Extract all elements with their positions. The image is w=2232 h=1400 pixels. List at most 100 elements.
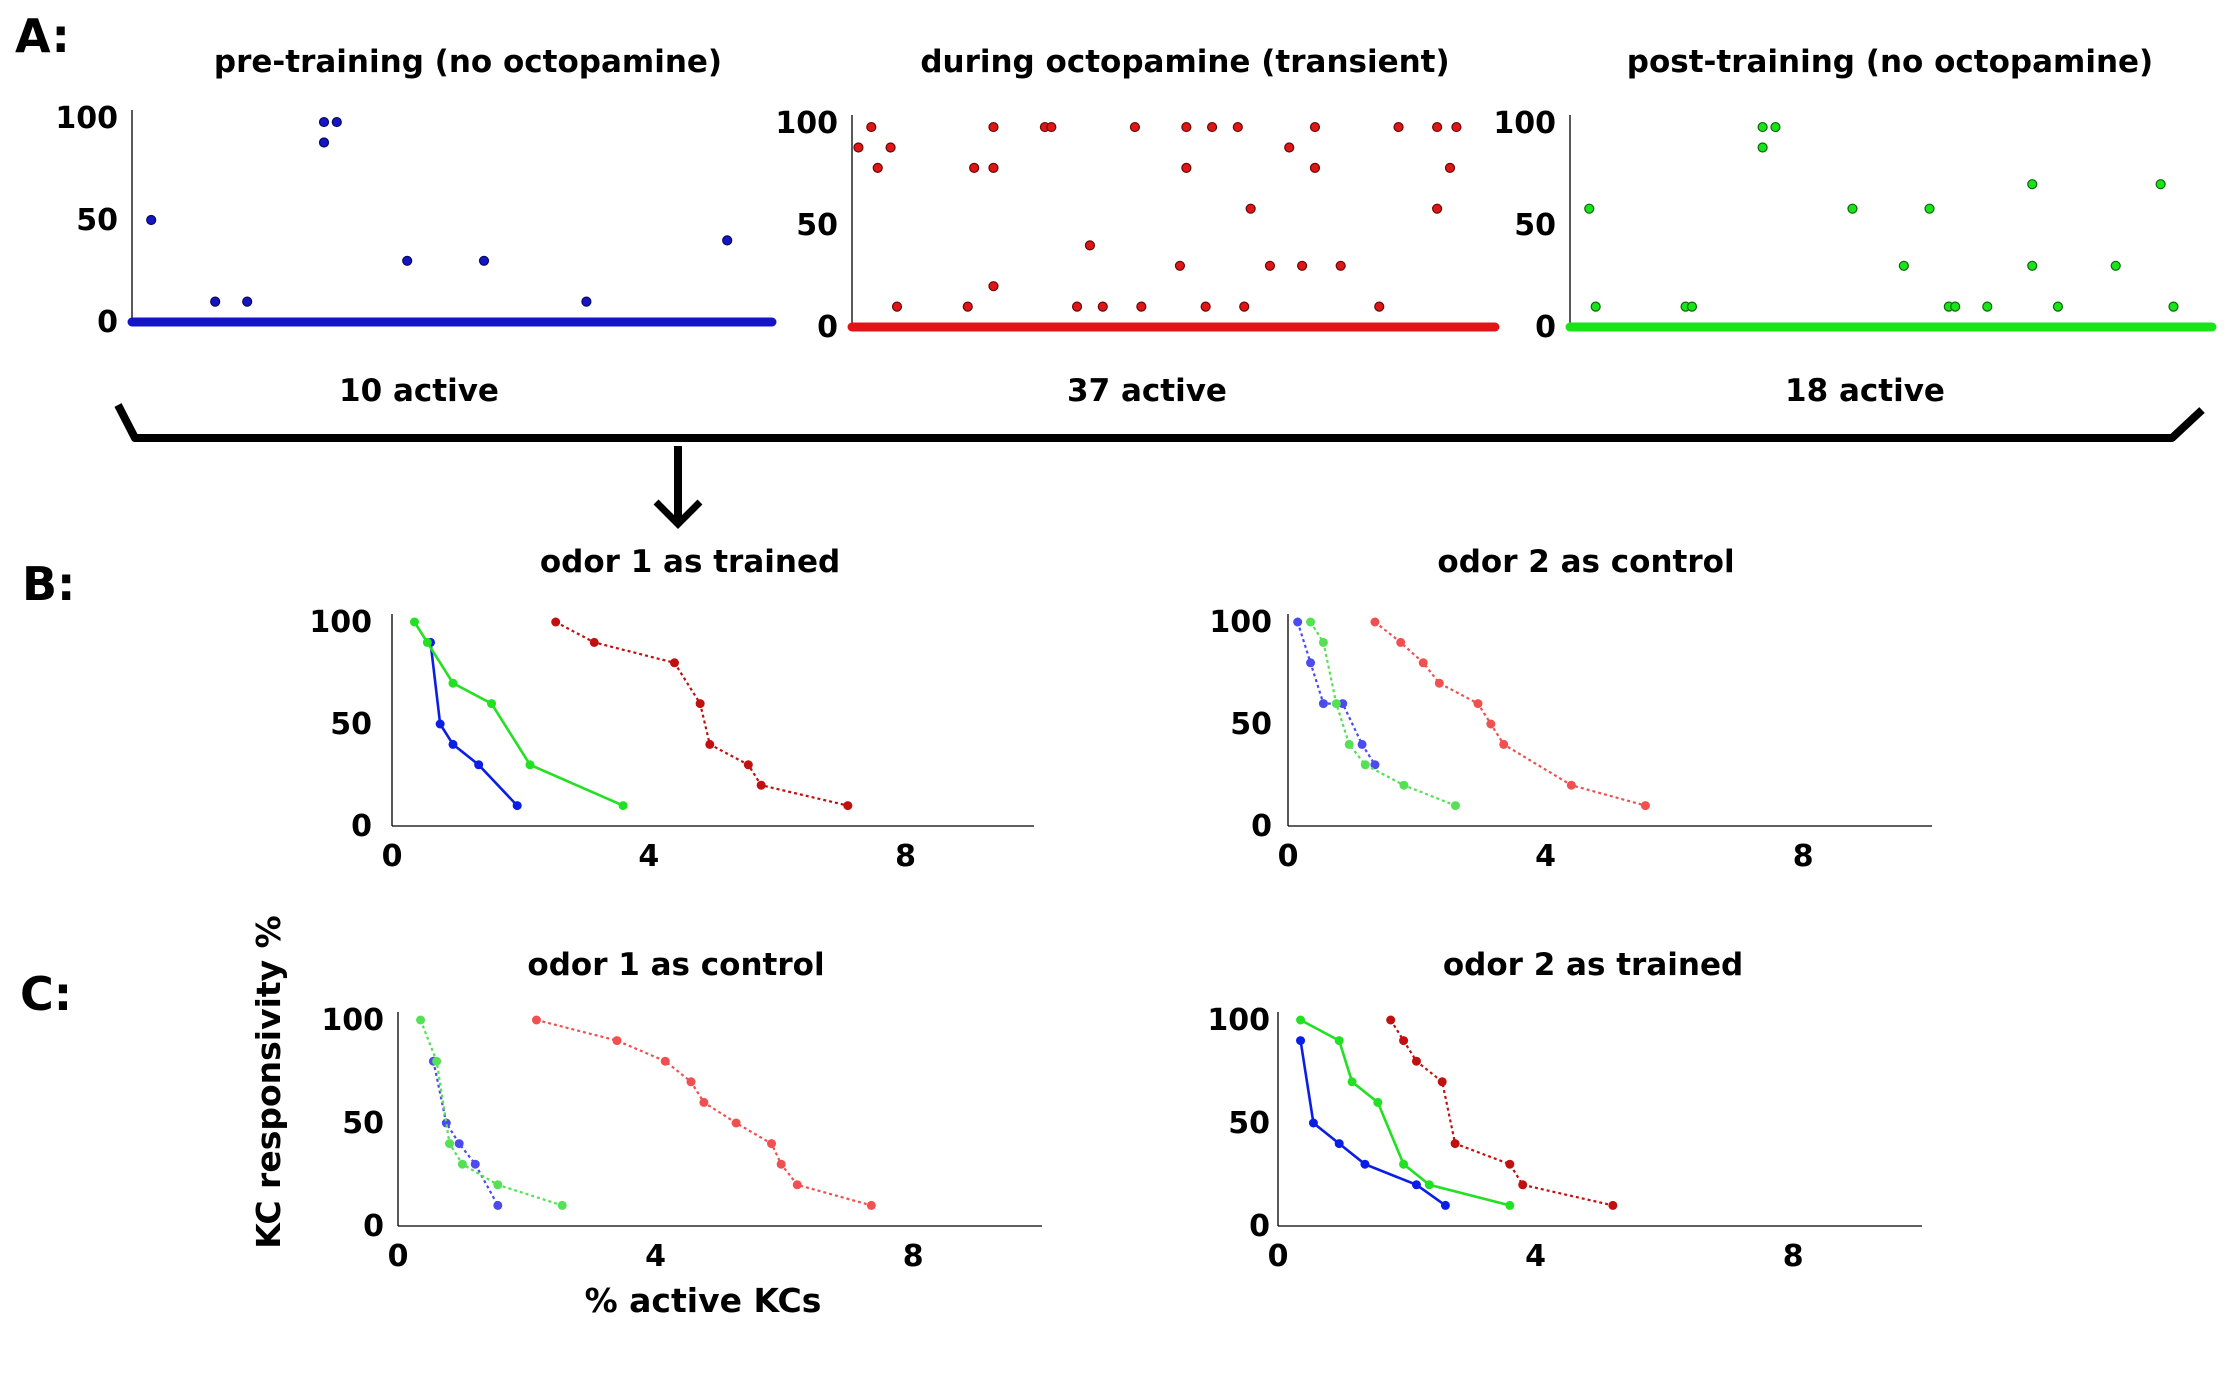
a3-point xyxy=(1924,203,1935,214)
b1-series-1-point xyxy=(474,760,484,770)
c1-series-2-point xyxy=(493,1180,503,1190)
a2-point xyxy=(988,281,999,292)
a2-point xyxy=(1432,121,1443,133)
c1-xtick-label: 8 xyxy=(903,1239,924,1274)
a3-point xyxy=(1757,121,1768,133)
a1-ytick-label: 100 xyxy=(55,101,118,136)
b1-series-2-line xyxy=(413,621,624,807)
a2-point xyxy=(1084,240,1096,251)
b2-series-3-line xyxy=(1374,621,1646,807)
c2-series-2-point xyxy=(1424,1180,1434,1190)
c2-series-1-point xyxy=(1440,1200,1450,1210)
panel-b2-title: odor 2 as control xyxy=(1437,544,1734,580)
b2-series-2-point xyxy=(1318,637,1328,647)
c1-series-3-point xyxy=(660,1056,670,1066)
c1-series-2-point xyxy=(445,1139,455,1149)
c2-series-2-point xyxy=(1347,1077,1357,1087)
a2-point xyxy=(988,121,999,133)
b2-series-2-line xyxy=(1309,621,1456,807)
b2-series-3-point xyxy=(1566,780,1576,790)
a2-point xyxy=(1335,260,1346,271)
a1-ytick-label: 0 xyxy=(97,305,118,340)
b1-series-3-point xyxy=(843,801,853,811)
b2-series-2-point xyxy=(1344,739,1354,749)
a1-point xyxy=(478,255,490,266)
b2-series-1-point xyxy=(1338,699,1348,709)
b1-series-3-point xyxy=(551,617,561,627)
a3-point xyxy=(1686,301,1698,312)
c1-xtick-label: 0 xyxy=(388,1239,409,1274)
panel-a3-title: post-training (no octopamine) xyxy=(1627,44,2153,80)
b1-series-3-point xyxy=(705,739,715,749)
a1-point xyxy=(331,116,342,128)
a2-point xyxy=(1374,301,1385,312)
b1-series-3-line xyxy=(555,621,849,807)
a1-point xyxy=(318,137,330,148)
b2-series-3-point xyxy=(1473,699,1483,709)
c2-ytick-label: 100 xyxy=(1207,1003,1270,1038)
a3-point xyxy=(1590,301,1601,312)
c2-series-1-point xyxy=(1308,1118,1318,1128)
a3-point xyxy=(2027,179,2038,190)
a1-point xyxy=(722,235,733,246)
a2-point xyxy=(891,301,903,312)
a2-point xyxy=(1451,121,1462,133)
a3-point xyxy=(2027,260,2038,271)
b2-series-1-point xyxy=(1370,760,1380,770)
c1-xtick-label: 4 xyxy=(645,1239,666,1274)
c1-series-2-point xyxy=(557,1200,567,1210)
b2-series-3-point xyxy=(1418,658,1428,668)
c2-series-2-point xyxy=(1296,1015,1306,1025)
panel-c2: odor 2 as trained 0 50 100 0 4 8 xyxy=(1207,947,1922,1274)
b2-series-2-point xyxy=(1360,760,1370,770)
c1-series-1-point xyxy=(470,1159,480,1169)
a3-point xyxy=(1584,203,1595,214)
b2-series-1-point xyxy=(1357,739,1367,749)
c1-series-1-point xyxy=(441,1118,451,1128)
panel-c2-title: odor 2 as trained xyxy=(1443,947,1743,983)
c2-series-1-point xyxy=(1360,1159,1370,1169)
a2-point xyxy=(1264,260,1276,271)
a3-point xyxy=(1770,121,1781,133)
b2-series-3-point xyxy=(1640,801,1650,811)
b1-series-3-point xyxy=(669,658,679,668)
b1-series-3-point xyxy=(695,699,705,709)
a3-point xyxy=(1898,260,1909,271)
panel-b2: odor 2 as control 0 50 100 0 4 8 xyxy=(1209,544,1932,874)
b1-series-1-point xyxy=(448,739,458,749)
a3-point xyxy=(1847,203,1858,214)
b1-xtick-label: 4 xyxy=(638,839,659,874)
a3-point xyxy=(1757,142,1768,153)
a3-point xyxy=(1950,301,1961,312)
b2-series-2-point xyxy=(1399,780,1409,790)
c2-series-2-point xyxy=(1399,1159,1409,1169)
down-arrow-icon xyxy=(653,446,703,529)
c1-series-2-point xyxy=(416,1015,426,1025)
c2-series-1-point xyxy=(1411,1180,1421,1190)
a2-point xyxy=(1432,203,1443,214)
b1-series-3-point xyxy=(589,637,599,647)
a2-point xyxy=(1232,121,1243,133)
a2-point xyxy=(1309,121,1321,133)
c2-series-3-point xyxy=(1608,1200,1618,1210)
a2-point xyxy=(866,121,877,133)
panel-b1-title: odor 1 as trained xyxy=(540,544,840,580)
b2-ytick-label: 0 xyxy=(1251,809,1272,844)
a2-point xyxy=(1200,301,1211,312)
c2-series-2-point xyxy=(1505,1200,1515,1210)
a3-point xyxy=(2110,260,2121,271)
c1-series-3-point xyxy=(731,1118,741,1128)
c1-series-3-point xyxy=(612,1036,622,1046)
a2-point xyxy=(1444,162,1456,173)
c1-series-3-point xyxy=(699,1097,709,1107)
c1-series-3-point xyxy=(767,1139,777,1149)
panel-a3-active-count: 18 active xyxy=(1785,373,1945,409)
b2-series-1-point xyxy=(1318,699,1328,709)
panel-a2-active-count: 37 active xyxy=(1067,373,1227,409)
c2-series-1-point xyxy=(1296,1036,1306,1046)
panel-a1-active-count: 10 active xyxy=(339,373,499,409)
a2-ytick-label: 100 xyxy=(775,106,838,141)
a3-point xyxy=(2168,301,2179,312)
a2-point xyxy=(962,301,973,312)
a2-point xyxy=(1129,121,1141,133)
